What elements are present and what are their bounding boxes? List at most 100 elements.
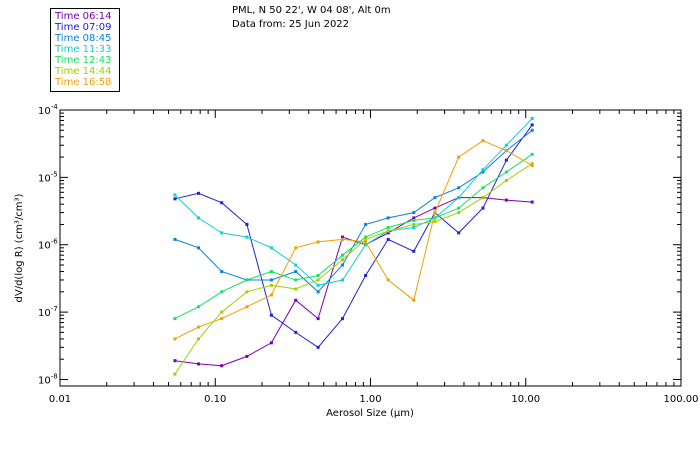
data-point	[269, 293, 273, 297]
data-point	[457, 196, 461, 200]
series-line	[174, 153, 533, 320]
data-point	[433, 211, 437, 215]
data-point	[269, 278, 273, 282]
data-point	[364, 235, 368, 239]
data-point	[173, 237, 177, 241]
data-point	[245, 278, 249, 282]
plot-title-line2: Data from: 25 Jun 2022	[232, 19, 350, 30]
data-point	[269, 270, 273, 274]
data-point	[220, 310, 224, 314]
data-point	[386, 278, 390, 282]
data-point	[316, 278, 320, 282]
data-point	[504, 143, 508, 147]
series-line	[174, 163, 533, 375]
data-point	[269, 283, 273, 287]
legend-item: Time 11:33	[55, 44, 112, 55]
data-point	[530, 128, 534, 132]
data-point	[316, 290, 320, 294]
data-point	[386, 226, 390, 230]
data-point	[504, 170, 508, 174]
data-point	[173, 359, 177, 363]
x-tick-label: 10.00	[511, 394, 540, 405]
data-point	[481, 170, 485, 174]
data-point	[220, 290, 224, 294]
legend: Time 06:14 Time 07:09 Time 08:45 Time 11:33…	[50, 8, 120, 92]
data-point	[196, 305, 200, 309]
data-point	[433, 206, 437, 210]
data-point	[173, 372, 177, 376]
data-point	[316, 283, 320, 287]
data-point	[340, 253, 344, 257]
data-point	[173, 337, 177, 341]
data-point	[481, 196, 485, 200]
legend-item: Time 06:14	[55, 11, 112, 22]
data-point	[340, 258, 344, 262]
data-point	[340, 263, 344, 267]
legend-item: Time 16:58	[55, 77, 112, 88]
data-point	[173, 317, 177, 321]
data-point	[481, 186, 485, 190]
data-point	[386, 237, 390, 241]
data-point	[269, 246, 273, 250]
y-tick-label: 10-6	[38, 238, 58, 252]
y-tick-label: 10-4	[38, 103, 58, 117]
data-point	[269, 313, 273, 317]
data-point	[530, 200, 534, 204]
plot-frame	[59, 109, 682, 387]
legend-item: Time 12:43	[55, 55, 112, 66]
data-point	[196, 362, 200, 366]
data-point	[364, 273, 368, 277]
data-point	[457, 155, 461, 159]
data-point	[457, 206, 461, 210]
data-point	[245, 354, 249, 358]
y-axis-label: dV/d(log R) (cm³/cm³)	[14, 193, 25, 302]
data-point	[504, 178, 508, 182]
data-point	[196, 337, 200, 341]
series-line	[174, 140, 533, 340]
legend-item: Time 07:09	[55, 22, 112, 33]
y-tick-label: 10-7	[38, 305, 58, 319]
x-tick-label: 0.10	[204, 394, 226, 405]
data-point	[220, 201, 224, 205]
data-point	[457, 186, 461, 190]
data-point	[294, 263, 298, 267]
data-point	[294, 270, 298, 274]
data-point	[412, 249, 416, 253]
data-point	[457, 231, 461, 235]
x-tick-label: 1.00	[359, 394, 381, 405]
data-point	[316, 240, 320, 244]
data-point	[364, 240, 368, 244]
x-axis-label: Aerosol Size (μm)	[326, 408, 414, 419]
data-point	[412, 226, 416, 230]
data-point	[294, 246, 298, 250]
data-point	[196, 325, 200, 329]
data-point	[530, 116, 534, 120]
series-line	[174, 197, 533, 367]
data-point	[457, 211, 461, 215]
data-point	[340, 278, 344, 282]
data-point	[412, 211, 416, 215]
legend-item: Time 08:45	[55, 33, 112, 44]
data-point	[386, 231, 390, 235]
data-point	[220, 317, 224, 321]
data-point	[294, 298, 298, 302]
data-point	[340, 237, 344, 241]
data-point	[245, 290, 249, 294]
y-tick-label: 10-5	[38, 170, 58, 184]
data-point	[316, 273, 320, 277]
data-point	[316, 345, 320, 349]
plot-title-line1: PML, N 50 22', W 04 08', Alt 0m	[232, 5, 391, 16]
data-point	[433, 220, 437, 224]
data-point	[364, 243, 368, 247]
data-point	[220, 364, 224, 368]
data-point	[433, 196, 437, 200]
data-point	[269, 341, 273, 345]
data-point	[364, 237, 368, 241]
data-point	[173, 197, 177, 201]
data-point	[245, 305, 249, 309]
data-point	[504, 149, 508, 153]
data-point	[245, 222, 249, 226]
data-point	[530, 162, 534, 166]
data-point	[294, 287, 298, 291]
